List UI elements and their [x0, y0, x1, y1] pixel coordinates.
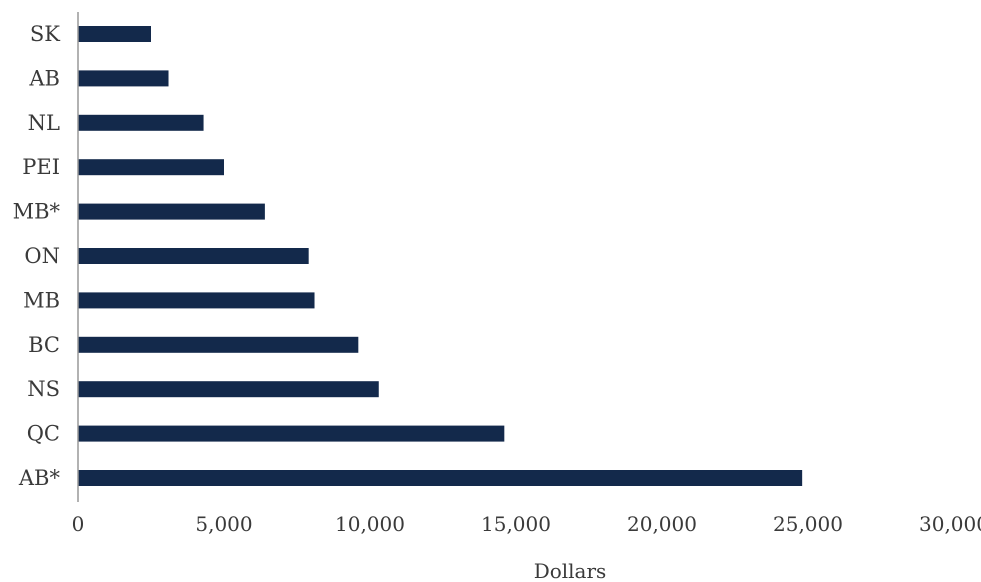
bar-ab-star — [78, 470, 803, 486]
category-label: BC — [28, 333, 60, 357]
x-tick-label: 0 — [72, 512, 85, 536]
category-label: AB* — [18, 466, 61, 490]
bar-ab — [78, 70, 169, 87]
category-label: ON — [24, 244, 60, 268]
x-tick-label: 15,000 — [481, 512, 551, 536]
x-tick-label: 25,000 — [773, 512, 843, 536]
x-tick-labels: 0 5,000 10,000 15,000 20,000 25,000 30,000 — [72, 512, 981, 536]
category-label: NL — [28, 111, 60, 135]
x-tick-label: 10,000 — [335, 512, 405, 536]
category-label: AB — [28, 66, 60, 90]
category-label: SK — [30, 22, 60, 46]
bar-ns — [78, 381, 379, 398]
category-label: MB — [23, 288, 60, 312]
bars-group — [78, 26, 803, 486]
bar-mb-star — [78, 203, 265, 220]
category-labels: SK AB NL PEI MB* ON MB BC NS QC AB* — [13, 22, 61, 490]
bar-pei — [78, 159, 224, 176]
bar-sk — [78, 26, 151, 42]
category-label: NS — [27, 377, 60, 401]
bar-mb — [78, 292, 315, 309]
bar-nl — [78, 114, 204, 131]
x-tick-label: 20,000 — [627, 512, 697, 536]
bar-qc — [78, 425, 505, 442]
category-label: QC — [27, 422, 60, 446]
bar-bc — [78, 336, 359, 353]
x-axis-title: Dollars — [534, 559, 607, 582]
category-label: MB* — [13, 200, 61, 224]
bar-on — [78, 248, 309, 264]
x-tick-label: 30,000 — [919, 512, 981, 536]
category-label: PEI — [22, 155, 60, 179]
x-tick-label: 5,000 — [195, 512, 252, 536]
